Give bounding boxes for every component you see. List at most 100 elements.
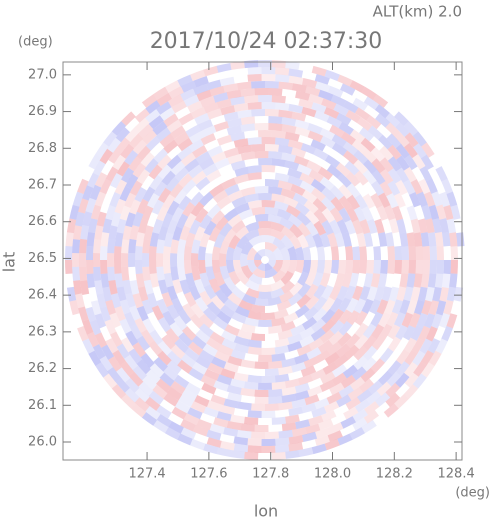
field-cell: [320, 135, 336, 149]
field-cell: [268, 325, 283, 334]
field-cell: [281, 422, 297, 432]
field-cell: [251, 108, 265, 117]
field-cell: [177, 266, 187, 282]
field-cell: [227, 355, 243, 367]
field-cell: [153, 86, 169, 100]
field-cell: [247, 74, 262, 82]
field-cell: [110, 173, 123, 189]
field-cell: [340, 83, 356, 96]
field-cell: [226, 260, 235, 274]
field-cell: [119, 318, 132, 334]
field-cell: [280, 260, 290, 274]
field-cell: [284, 131, 300, 142]
field-cell: [221, 177, 237, 190]
field-cell: [388, 218, 400, 234]
field-cell: [183, 245, 193, 260]
field-cell: [247, 137, 262, 146]
field-cell: [244, 95, 259, 104]
field-cell: [312, 198, 327, 213]
field-cell: [321, 98, 337, 110]
field-cell: [336, 219, 349, 235]
y-tick-label: 26.5: [28, 251, 57, 266]
field-cell: [297, 283, 311, 298]
field-cell: [425, 218, 435, 234]
field-cell: [308, 169, 324, 183]
field-cell: [296, 294, 311, 309]
field-cell: [180, 88, 196, 101]
field-cell: [234, 166, 249, 177]
field-cell: [247, 445, 262, 453]
field-cell: [177, 146, 193, 161]
field-cell: [228, 190, 244, 202]
field-cell: [356, 232, 366, 248]
field-cell: [108, 148, 122, 164]
field-cell: [366, 115, 382, 130]
field-cell: [102, 218, 113, 234]
field-cell: [157, 340, 172, 356]
field-cell: [268, 388, 283, 397]
field-cell: [94, 225, 104, 240]
field-cell: [370, 273, 381, 288]
field-cell: [125, 377, 140, 393]
field-cell: [219, 76, 235, 87]
field-cell: [147, 193, 160, 209]
field-cell: [275, 74, 290, 83]
field-cell: [404, 349, 418, 366]
field-cell: [311, 318, 326, 333]
y-unit: (deg): [18, 35, 53, 50]
field-cell: [142, 253, 150, 267]
field-cell: [236, 270, 250, 285]
field-cell: [136, 169, 151, 185]
field-cell: [268, 151, 283, 160]
field-cell: [306, 347, 322, 360]
field-cell: [402, 325, 416, 341]
field-cell: [164, 232, 174, 248]
field-cell: [166, 200, 180, 216]
field-cell: [412, 131, 427, 147]
field-cell: [271, 95, 286, 104]
field-cell: [408, 246, 417, 260]
field-cell: [265, 333, 279, 341]
field-cell: [294, 390, 310, 401]
field-cell: [381, 286, 392, 302]
field-cell: [281, 280, 295, 294]
field-cell: [270, 279, 285, 292]
field-cell: [329, 320, 345, 335]
field-cell: [322, 361, 338, 375]
field-cell: [180, 80, 197, 93]
field-cell: [190, 69, 206, 82]
field-cell: [175, 400, 191, 414]
field-cell: [329, 382, 345, 396]
field-cell: [219, 265, 230, 280]
field-cell: [288, 103, 304, 114]
field-cell: [152, 121, 168, 136]
field-cell: [271, 451, 286, 460]
field-cell: [207, 108, 223, 120]
field-cell: [395, 167, 409, 183]
field-cell: [271, 381, 286, 390]
field-cell: [374, 286, 385, 302]
field-cell: [170, 125, 186, 139]
field-cell: [258, 453, 272, 460]
field-cell: [110, 331, 123, 347]
y-tick-label: 26.9: [28, 104, 57, 119]
field-cell: [370, 358, 385, 373]
field-cell: [136, 198, 149, 215]
field-cell: [411, 338, 425, 354]
field-cell: [238, 299, 254, 312]
field-cell: [240, 151, 256, 161]
field-cell: [247, 165, 262, 174]
field-cell: [235, 202, 250, 215]
field-cell: [427, 232, 437, 247]
field-cell: [140, 152, 155, 167]
field-cell: [113, 246, 122, 260]
field-cell: [90, 300, 102, 316]
field-cell: [395, 372, 410, 388]
field-cell: [177, 433, 193, 446]
field-cell: [428, 204, 440, 220]
field-cell: [254, 87, 269, 96]
field-cell: [182, 326, 197, 341]
field-cell: [195, 176, 211, 191]
field-cell: [153, 181, 168, 197]
